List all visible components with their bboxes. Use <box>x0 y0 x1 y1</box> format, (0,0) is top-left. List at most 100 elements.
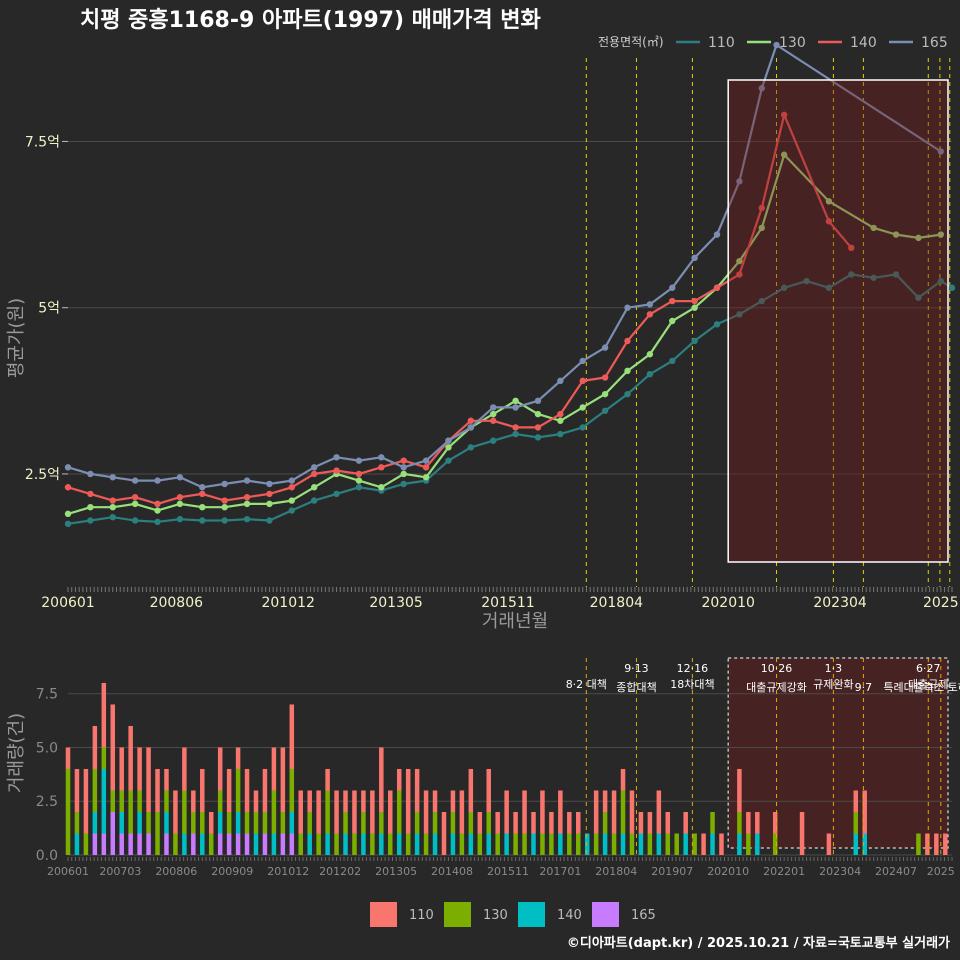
volume-y-tick-label-1: 2.5 <box>36 794 58 810</box>
volume-x-tick-label-5: 201202 <box>319 865 361 878</box>
volume-bar-140 <box>325 833 330 855</box>
main-x-tick-label-5: 201804 <box>590 595 644 611</box>
volume-bar-110 <box>441 811 447 855</box>
policy-date-1: 9·13 <box>624 662 649 675</box>
bottom-legend-key-130 <box>444 902 471 927</box>
series-point-110 <box>758 297 765 305</box>
volume-bar-110 <box>280 747 286 812</box>
volume-bar-130 <box>173 833 178 855</box>
volume-bar-110 <box>146 747 151 812</box>
volume-bar-110 <box>65 747 71 769</box>
series-point-165 <box>490 404 497 411</box>
series-point-110 <box>154 518 161 526</box>
volume-bar-130 <box>853 811 859 834</box>
main-x-axis: 200601 200806 201012 201305 201511 201804 2020… <box>41 587 959 611</box>
series-point-110 <box>266 517 273 524</box>
volume-bar-165 <box>92 833 98 855</box>
main-grid <box>68 140 952 475</box>
volume-bar-110 <box>558 790 563 834</box>
series-point-140 <box>333 467 340 474</box>
series-point-140 <box>199 490 206 498</box>
series-point-130 <box>131 500 139 508</box>
volume-bar-110 <box>388 790 393 834</box>
main-x-tick-label-2: 201012 <box>261 595 314 611</box>
volume-bar-110 <box>253 790 259 812</box>
volume-bar-110 <box>593 790 599 834</box>
series-point-140 <box>490 417 497 424</box>
volume-bar-140 <box>182 833 187 855</box>
series-point-110 <box>467 444 475 451</box>
volume-bar-110 <box>271 747 277 791</box>
series-point-140 <box>825 218 833 225</box>
volume-bar-110 <box>522 790 527 834</box>
volume-bar-110 <box>200 768 205 812</box>
series-point-130 <box>780 151 788 158</box>
series-point-140 <box>758 204 765 212</box>
volume-bar-110 <box>83 768 89 834</box>
volume-bar-130 <box>450 811 456 834</box>
series-point-165 <box>445 437 452 444</box>
volume-bar-110 <box>925 833 930 855</box>
volume-y-tick-label-2: 5.0 <box>36 740 58 756</box>
volume-bar-130 <box>83 833 89 855</box>
volume-bar-110 <box>128 725 133 791</box>
volume-bar-130 <box>916 833 921 855</box>
volume-bar-110 <box>173 790 178 834</box>
volume-bar-130 <box>567 833 572 855</box>
series-point-165 <box>691 254 698 262</box>
volume-bar-110 <box>531 811 536 834</box>
volume-bar-110 <box>396 768 402 791</box>
series-point-165 <box>243 477 251 484</box>
volume-bar-140 <box>200 833 205 855</box>
series-point-130 <box>64 510 72 518</box>
volume-bar-130 <box>513 833 518 855</box>
volume-bar-130 <box>280 811 286 834</box>
top-legend-label-165: 165 <box>921 35 948 51</box>
series-point-110 <box>355 484 363 491</box>
policy-label-3: 대출규제강화 <box>746 681 807 694</box>
series-point-165 <box>221 480 228 488</box>
volume-bar-110 <box>182 747 187 791</box>
volume-bar-110 <box>101 682 107 748</box>
series-point-110 <box>803 277 810 285</box>
series-point-110 <box>199 517 206 524</box>
volume-bar-130 <box>235 768 241 812</box>
volume-bar-140 <box>638 833 644 855</box>
volume-bar-130 <box>352 833 357 855</box>
volume-x-tick-label-14: 202304 <box>819 865 861 878</box>
series-point-110 <box>333 490 340 498</box>
volume-bar-165 <box>235 833 241 855</box>
volume-bar-110 <box>468 768 474 812</box>
series-point-165 <box>266 480 273 488</box>
volume-bar-110 <box>450 790 456 812</box>
volume-bar-140 <box>271 833 277 855</box>
volume-bar-130 <box>182 790 187 834</box>
volume-bar-130 <box>602 811 608 834</box>
volume-bar-110 <box>226 768 232 812</box>
series-point-110 <box>512 430 519 438</box>
volume-bar-130 <box>495 833 500 855</box>
volume-bar-140 <box>101 768 107 834</box>
volume-bar-140 <box>853 833 859 855</box>
volume-bar-110 <box>701 833 706 855</box>
volume-bar-110 <box>799 811 805 855</box>
series-point-140 <box>243 494 251 501</box>
volume-grid <box>68 693 952 856</box>
volume-bar-130 <box>217 790 223 812</box>
volume-bar-130 <box>629 833 635 855</box>
series-point-140 <box>579 377 586 385</box>
series-point-140 <box>736 271 743 278</box>
policy-date-4: 1·3 <box>825 662 843 675</box>
series-point-140 <box>848 244 855 252</box>
volume-bar-140 <box>379 833 384 855</box>
volume-bar-130 <box>74 811 80 834</box>
volume-bar-140 <box>343 833 348 855</box>
top-legend-label-140: 140 <box>850 35 877 51</box>
volume-bar-140 <box>737 833 742 855</box>
volume-bar-130 <box>253 811 259 834</box>
main-y-axis-title: 평균가(원) <box>6 298 27 378</box>
volume-bar-110 <box>746 811 751 834</box>
volume-bar-110 <box>477 811 483 834</box>
volume-bar-110 <box>423 790 429 834</box>
volume-bar-110 <box>549 811 554 834</box>
